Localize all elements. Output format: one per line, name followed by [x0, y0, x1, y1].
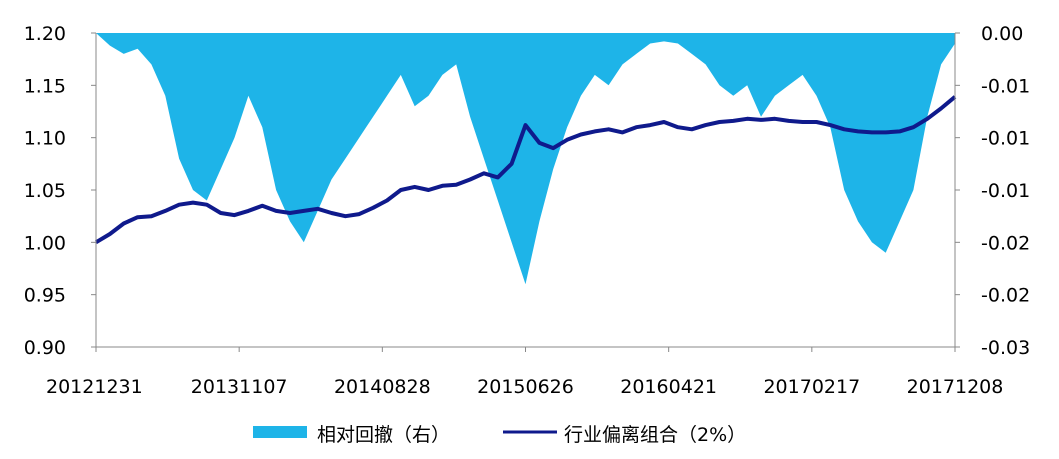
x-tick-label: 20140828 [334, 376, 431, 398]
left-tick-label: 0.95 [24, 285, 66, 307]
portfolio-line [94, 95, 957, 245]
left-tick-label: 0.90 [24, 337, 66, 359]
left-tick-label: 1.05 [24, 180, 66, 202]
portfolio-line-layer [94, 95, 957, 245]
left-tick-label: 1.10 [24, 128, 66, 150]
right-tick-label: -0.01 [981, 180, 1030, 202]
legend-swatch-drawdown [253, 426, 307, 438]
legend-label-drawdown: 相对回撤（右） [317, 424, 450, 446]
right-tick-label: -0.03 [981, 337, 1030, 359]
left-tick-label: 1.00 [24, 232, 66, 254]
left-tick-label: 1.20 [24, 23, 66, 45]
right-tick-label: 0.00 [981, 23, 1023, 45]
x-tick-label: 20150626 [477, 376, 574, 398]
legend: 相对回撤（右） 行业偏离组合（2%） [253, 424, 746, 446]
drawdown-area [96, 33, 955, 285]
right-tick-label: -0.02 [981, 285, 1030, 307]
x-tick-label: 20121231 [46, 376, 143, 398]
x-tick-label: 20131107 [191, 376, 288, 398]
axes-layer: 0.90 0.95 1.00 1.05 1.10 1.15 1.20 -0.03 -0.02 -0… [24, 23, 1030, 398]
x-tick-label: 20171208 [907, 376, 1004, 398]
right-tick-label: -0.01 [981, 75, 1030, 97]
drawdown-area-layer [96, 33, 955, 285]
x-tick-label: 20170217 [763, 376, 860, 398]
left-tick-label: 1.15 [24, 75, 66, 97]
right-tick-label: -0.01 [981, 128, 1030, 150]
legend-label-portfolio: 行业偏离组合（2%） [564, 424, 746, 446]
right-tick-label: -0.02 [981, 232, 1030, 254]
x-tick-label: 20160421 [620, 376, 717, 398]
